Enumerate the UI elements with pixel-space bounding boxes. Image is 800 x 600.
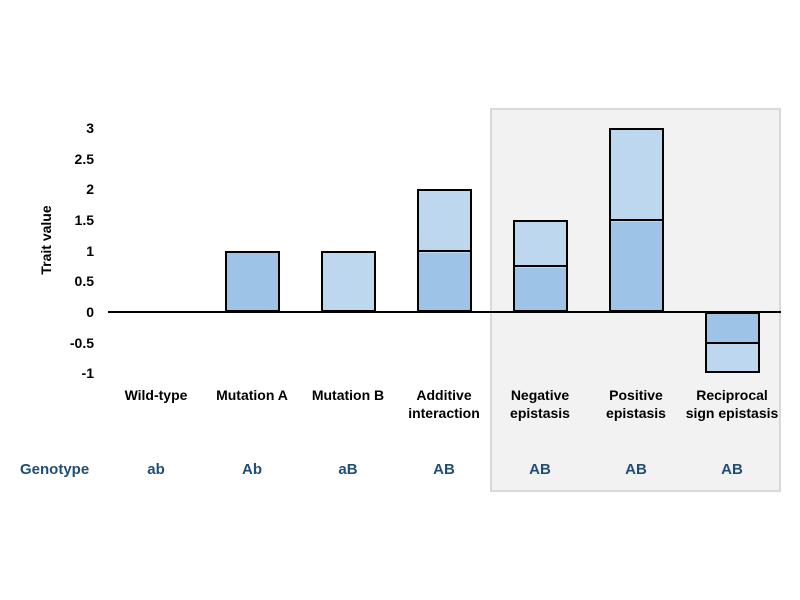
bar-segment <box>419 191 470 253</box>
y-tick-label--0.5: -0.5 <box>69 334 94 351</box>
category-label-mutation-b: Mutation B <box>311 387 385 403</box>
bar-segment-divider <box>515 264 566 267</box>
genotype-row-label: Genotype <box>20 461 90 478</box>
bar-mutation-a <box>225 250 280 312</box>
genotype-value-mutation-b: aB <box>338 461 358 478</box>
genotype-value-mutation-a: Ab <box>242 461 262 478</box>
category-label-additive-interaction: Additive interaction <box>408 387 480 421</box>
bar-segment <box>707 314 758 345</box>
category-label-wild-type: Wild-type <box>124 387 188 403</box>
bar-segment <box>515 265 566 310</box>
bar-segment <box>707 342 758 372</box>
y-tick-label--1: -1 <box>81 365 94 382</box>
bar-segment <box>611 219 662 310</box>
y-tick-label-3: 3 <box>86 120 94 136</box>
genotype-value-additive-interaction: AB <box>433 461 455 478</box>
bar-segment-divider <box>419 249 470 252</box>
bar-segment <box>419 250 470 310</box>
bar-positive-epistasis <box>609 128 664 312</box>
genotype-value-negative-epistasis: AB <box>529 461 551 478</box>
bar-segment <box>611 130 662 222</box>
y-tick-label-2.5: 2.5 <box>74 150 94 167</box>
y-tick-label-0.5: 0.5 <box>74 273 94 290</box>
bar-reciprocal-sign-epistasis <box>705 312 760 374</box>
bar-segment-divider <box>611 218 662 221</box>
genotype-value-reciprocal-sign-epistasis: AB <box>721 461 743 478</box>
category-label-mutation-a: Mutation A <box>216 387 288 403</box>
category-label-negative-epistasis: Negative epistasis <box>510 387 570 421</box>
bar-mutation-b <box>321 250 376 312</box>
x-axis-line <box>108 311 781 313</box>
bar-segment <box>227 252 278 310</box>
y-tick-label-2: 2 <box>86 181 94 198</box>
category-label-positive-epistasis: Positive epistasis <box>606 387 666 421</box>
y-tick-label-1: 1 <box>86 242 94 259</box>
category-label-reciprocal-sign-epistasis: Reciprocal sign epistasis <box>685 387 779 421</box>
genotype-value-positive-epistasis: AB <box>625 461 647 478</box>
y-tick-label-0: 0 <box>86 304 94 320</box>
bar-additive-interaction <box>417 189 472 312</box>
bar-segment-divider <box>707 341 758 344</box>
bar-negative-epistasis <box>513 220 568 312</box>
bar-segment <box>323 252 374 310</box>
y-tick-label-1.5: 1.5 <box>74 212 94 228</box>
bar-segment <box>515 222 566 268</box>
genotype-value-wild-type: ab <box>147 461 165 478</box>
